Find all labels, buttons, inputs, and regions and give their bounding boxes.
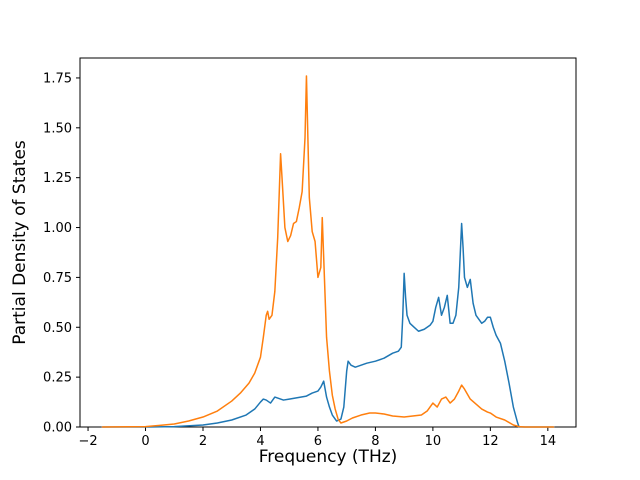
- y-tick-label: 0.50: [43, 321, 72, 336]
- y-tick-label: 1.25: [43, 171, 72, 186]
- y-tick-label: 0.25: [43, 371, 72, 386]
- y-tick-label: 1.50: [43, 121, 72, 136]
- y-tick-label: 1.75: [43, 71, 72, 86]
- y-tick-label: 1.00: [43, 221, 72, 236]
- x-tick-label: 10: [425, 434, 442, 449]
- x-tick-label: −2: [78, 434, 97, 449]
- axes-spines: [79, 57, 577, 428]
- x-tick-label: 14: [540, 434, 557, 449]
- x-tick-label: 8: [371, 434, 379, 449]
- x-tick-label: 6: [314, 434, 322, 449]
- x-tick-label: 2: [199, 434, 207, 449]
- x-tick-label: 0: [141, 434, 149, 449]
- x-tick-label: 4: [256, 434, 264, 449]
- y-tick-label: 0.00: [43, 421, 72, 436]
- y-tick-label: 0.75: [43, 271, 72, 286]
- x-axis-label: Frequency (THz): [259, 447, 398, 467]
- x-tick-label: 12: [482, 434, 499, 449]
- series-line-pdos-blue: [101, 222, 555, 428]
- y-axis-label: Partial Density of States: [10, 140, 30, 345]
- series-line-pdos-orange: [101, 75, 555, 428]
